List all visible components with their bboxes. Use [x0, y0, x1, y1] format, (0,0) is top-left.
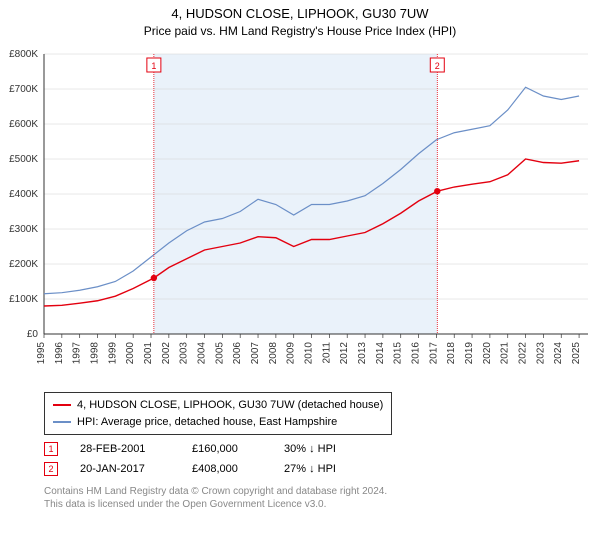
svg-text:2006: 2006 — [232, 342, 243, 365]
svg-text:2017: 2017 — [428, 342, 439, 365]
sales-table: 1 28-FEB-2001 £160,000 30% ↓ HPI 2 20-JAN-201… — [44, 439, 600, 479]
line-chart: £0 £100K £200K £300K £400K £500K £600K £700K £80… — [0, 46, 600, 386]
svg-text:2: 2 — [435, 61, 440, 71]
svg-text:2013: 2013 — [357, 342, 368, 365]
svg-text:2024: 2024 — [553, 342, 564, 365]
legend-swatch — [53, 421, 71, 423]
svg-text:2007: 2007 — [250, 342, 261, 365]
svg-text:£400K: £400K — [9, 189, 38, 200]
legend: 4, HUDSON CLOSE, LIPHOOK, GU30 7UW (deta… — [44, 392, 392, 435]
svg-text:2016: 2016 — [411, 342, 422, 365]
svg-text:2014: 2014 — [375, 342, 386, 365]
svg-text:£100K: £100K — [9, 294, 38, 305]
legend-swatch — [53, 404, 71, 406]
sales-marker-icon: 2 — [44, 462, 58, 476]
sales-cell-pct: 27% ↓ HPI — [284, 463, 336, 475]
svg-text:2015: 2015 — [393, 342, 404, 365]
svg-text:2008: 2008 — [268, 342, 279, 365]
sales-marker-icon: 1 — [44, 442, 58, 456]
svg-text:2004: 2004 — [197, 342, 208, 365]
svg-text:2019: 2019 — [464, 342, 475, 365]
svg-text:2012: 2012 — [339, 342, 350, 365]
sales-cell-date: 20-JAN-2017 — [80, 463, 170, 475]
svg-text:2005: 2005 — [214, 342, 225, 365]
svg-text:£700K: £700K — [9, 84, 38, 95]
svg-text:2011: 2011 — [321, 342, 332, 364]
svg-text:2025: 2025 — [571, 342, 582, 365]
svg-text:2000: 2000 — [125, 342, 136, 365]
sales-cell-date: 28-FEB-2001 — [80, 443, 170, 455]
svg-text:2021: 2021 — [500, 342, 511, 365]
svg-text:£300K: £300K — [9, 224, 38, 235]
sales-row: 1 28-FEB-2001 £160,000 30% ↓ HPI — [44, 439, 600, 459]
svg-text:2022: 2022 — [518, 342, 529, 365]
svg-text:2001: 2001 — [143, 342, 154, 365]
svg-text:1998: 1998 — [90, 342, 101, 365]
svg-text:2009: 2009 — [286, 342, 297, 365]
legend-label: 4, HUDSON CLOSE, LIPHOOK, GU30 7UW (deta… — [77, 397, 383, 414]
sales-row: 2 20-JAN-2017 £408,000 27% ↓ HPI — [44, 459, 600, 479]
svg-text:2010: 2010 — [304, 342, 315, 365]
svg-text:1997: 1997 — [72, 342, 83, 365]
svg-text:1995: 1995 — [36, 342, 47, 365]
legend-row: HPI: Average price, detached house, East… — [53, 414, 383, 431]
sales-cell-price: £160,000 — [192, 443, 262, 455]
svg-text:1996: 1996 — [54, 342, 65, 365]
chart-subtitle: Price paid vs. HM Land Registry's House … — [0, 21, 600, 46]
svg-text:1: 1 — [151, 61, 156, 71]
legend-row: 4, HUDSON CLOSE, LIPHOOK, GU30 7UW (deta… — [53, 397, 383, 414]
sales-cell-price: £408,000 — [192, 463, 262, 475]
attribution-line2: This data is licensed under the Open Gov… — [44, 498, 600, 511]
legend-label: HPI: Average price, detached house, East… — [77, 414, 337, 431]
svg-text:£200K: £200K — [9, 259, 38, 270]
svg-text:£600K: £600K — [9, 119, 38, 130]
svg-text:1999: 1999 — [107, 342, 118, 365]
chart-container: £0 £100K £200K £300K £400K £500K £600K £700K £80… — [0, 46, 600, 386]
svg-text:2020: 2020 — [482, 342, 493, 365]
svg-text:£500K: £500K — [9, 154, 38, 165]
attribution-line1: Contains HM Land Registry data © Crown c… — [44, 485, 600, 498]
sales-cell-pct: 30% ↓ HPI — [284, 443, 336, 455]
chart-title: 4, HUDSON CLOSE, LIPHOOK, GU30 7UW — [0, 0, 600, 21]
svg-text:2023: 2023 — [535, 342, 546, 365]
svg-text:2003: 2003 — [179, 342, 190, 365]
svg-text:£800K: £800K — [9, 49, 38, 60]
svg-text:2002: 2002 — [161, 342, 172, 365]
svg-text:2018: 2018 — [446, 342, 457, 365]
svg-text:£0: £0 — [27, 329, 39, 340]
attribution: Contains HM Land Registry data © Crown c… — [44, 485, 600, 511]
